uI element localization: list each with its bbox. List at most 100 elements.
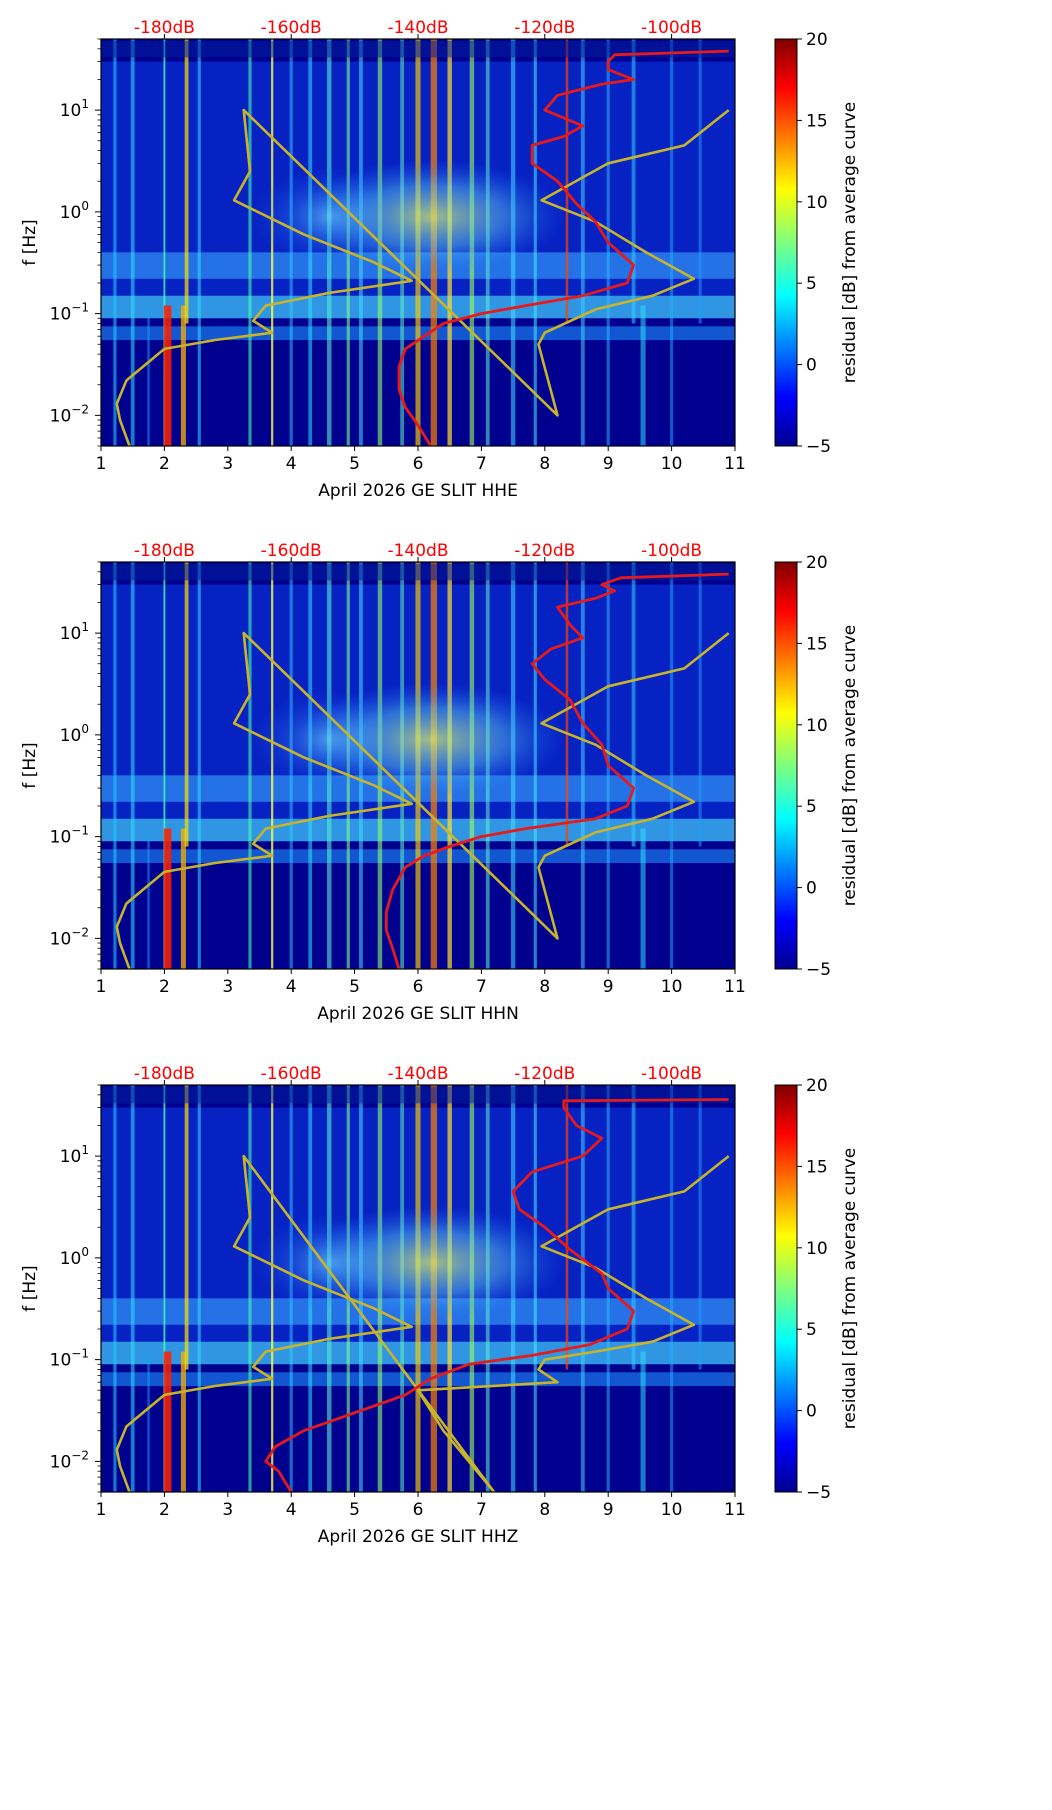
heatmap-stripe — [163, 305, 172, 446]
x-axis-label: April 2026 GE SLIT HHN — [317, 1004, 519, 1024]
gold-reference-curve — [115, 108, 730, 446]
heatmap-stripe — [163, 39, 166, 446]
x-tick-label: 8 — [539, 1500, 550, 1520]
y-axis-label: f [Hz] — [20, 1265, 40, 1311]
heatmap-stripe — [163, 1085, 166, 1492]
colorbar-tick-label: 0 — [806, 356, 817, 376]
spectrogram-panel-1: 1 2 3 4 5 6 7 8 9 10 11 April 2026 GE SLIT HHE -180d… — [20, 18, 860, 501]
heatmap-stripe — [565, 562, 569, 847]
heatmap-glow-secondary — [253, 690, 406, 789]
y-tick-label: 10−2 — [50, 925, 89, 949]
top-db-tick-label: -140dB — [387, 541, 448, 561]
x-tick-label: 7 — [476, 977, 487, 997]
colorbar: 20 15 10 5 0 −5 residual [dB] from average cur… — [774, 553, 860, 980]
x-tick-label: 11 — [724, 977, 746, 997]
x-tick-label: 1 — [96, 1500, 107, 1520]
heatmap-stripe — [631, 1085, 636, 1370]
x-tick-label: 9 — [603, 454, 614, 474]
colorbar-tick-label: 10 — [806, 193, 828, 213]
x-tick-label: 11 — [724, 1500, 746, 1520]
colorbar-label: residual [dB] from average curve — [840, 102, 860, 383]
curves — [115, 572, 730, 969]
y-tick-label: 10−1 — [50, 1347, 89, 1371]
heatmap-stripe — [631, 562, 636, 847]
colorbar-tick-label: 20 — [806, 1076, 828, 1096]
y-axis-label: f [Hz] — [20, 219, 40, 265]
heatmap-stripe — [163, 562, 166, 969]
x-tick-label: 2 — [159, 977, 170, 997]
heatmap-stripe — [640, 305, 646, 446]
heatmap-stripe — [698, 39, 702, 324]
colorbar-tick-label: −5 — [806, 1483, 831, 1503]
spectrogram-panel-3: 1 2 3 4 5 6 7 8 9 10 11 April 2026 GE SLIT HHZ -180d… — [20, 1064, 860, 1547]
x-tick-label: 2 — [159, 454, 170, 474]
colorbar-label: residual [dB] from average curve — [840, 1148, 860, 1429]
heatmap-stripe — [698, 1085, 702, 1370]
heatmap-stripe — [580, 562, 585, 969]
heatmap-stripe — [565, 39, 569, 324]
colorbar-tick-label: 5 — [806, 1320, 817, 1340]
x-tick-label: 7 — [476, 454, 487, 474]
red-average-curve — [397, 49, 729, 446]
colorbar-tick-label: 0 — [806, 879, 817, 899]
heatmap-band-top — [101, 40, 735, 58]
colorbar-tick-label: 5 — [806, 274, 817, 294]
colorbar-tick-label: 15 — [806, 634, 828, 654]
heatmap-stripe — [130, 39, 135, 446]
heatmap-stripe — [640, 1351, 646, 1492]
heatmap-stripe — [631, 39, 636, 324]
x-tick-label: 11 — [724, 454, 746, 474]
heatmap-stripe — [248, 1085, 252, 1492]
top-db-tick-label: -180dB — [134, 1064, 195, 1084]
colorbar-tick-label: 10 — [806, 716, 828, 736]
y-axis-label: f [Hz] — [20, 742, 40, 788]
colorbar-tick-label: 5 — [806, 797, 817, 817]
heatmap-stripe — [197, 1085, 201, 1492]
heatmap-stripe — [113, 1085, 117, 1492]
x-tick-label: 6 — [413, 1500, 424, 1520]
x-axis-label: April 2026 GE SLIT HHZ — [318, 1527, 519, 1547]
top-db-tick-label: -120dB — [514, 541, 575, 561]
x-tick-label: 8 — [539, 454, 550, 474]
x-tick-label: 5 — [349, 454, 360, 474]
heatmap-glow-secondary — [253, 167, 406, 266]
colorbar-gradient — [774, 561, 798, 970]
heatmap-stripe — [670, 562, 674, 969]
red-average-curve — [384, 572, 729, 969]
y-tick-label: 101 — [60, 620, 89, 644]
heatmap-stripe — [184, 1085, 189, 1370]
x-tick-label: 5 — [349, 1500, 360, 1520]
heatmap-stripe — [184, 562, 189, 847]
heatmap-stripe — [147, 828, 150, 969]
heatmap-background — [101, 1085, 735, 1492]
x-tick-label: 3 — [222, 977, 233, 997]
y-tick-label: 100 — [60, 1245, 89, 1269]
x-tick-label: 4 — [286, 977, 297, 997]
heatmap-stripe — [113, 39, 117, 446]
y-tick-label: 10−1 — [50, 301, 89, 325]
top-db-tick-label: -140dB — [387, 18, 448, 38]
gold-reference-curve — [115, 1154, 730, 1492]
y-tick-label: 100 — [60, 199, 89, 223]
heatmap-stripe — [248, 562, 252, 969]
colorbar-tick-label: 0 — [806, 1402, 817, 1422]
x-tick-label: 2 — [159, 1500, 170, 1520]
heatmap-stripe — [113, 562, 117, 969]
heatmap-stripe — [130, 562, 135, 969]
heatmap-glow-secondary — [253, 1213, 406, 1312]
x-axis-label: April 2026 GE SLIT HHE — [318, 481, 518, 501]
top-db-tick-label: -180dB — [134, 541, 195, 561]
colorbar-tick-label: 10 — [806, 1239, 828, 1259]
curves — [115, 49, 730, 446]
x-tick-label: 4 — [286, 454, 297, 474]
top-db-tick-label: -100dB — [641, 541, 702, 561]
heatmap-stripe — [184, 39, 189, 324]
heatmap-background — [101, 39, 735, 446]
y-tick-label: 10−2 — [50, 402, 89, 426]
colorbar: 20 15 10 5 0 −5 residual [dB] from average cur… — [774, 30, 860, 457]
top-db-tick-label: -120dB — [514, 18, 575, 38]
y-tick-label: 10−1 — [50, 824, 89, 848]
x-tick-label: 8 — [539, 977, 550, 997]
